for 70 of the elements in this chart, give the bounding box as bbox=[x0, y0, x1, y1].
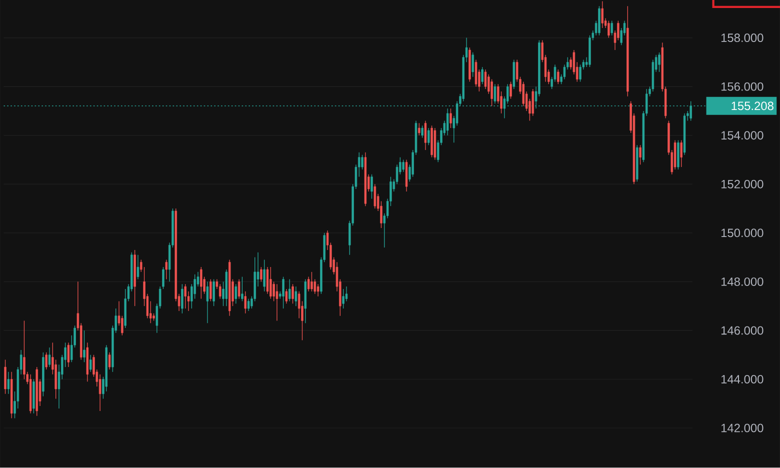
candlestick bbox=[532, 88, 534, 116]
y-tick-label: 158.000 bbox=[721, 34, 764, 42]
candlestick bbox=[165, 260, 168, 280]
candlestick bbox=[421, 125, 424, 138]
y-tick-label: 148.000 bbox=[721, 278, 764, 286]
candlestick bbox=[212, 279, 215, 307]
y-tick-label: 152.000 bbox=[721, 180, 764, 188]
candlestick bbox=[316, 284, 320, 297]
candlestick bbox=[241, 276, 244, 302]
candlestick bbox=[601, 0, 604, 28]
candlestick bbox=[494, 84, 496, 104]
candlestick bbox=[510, 81, 512, 100]
ref-line-label: 155.208 bbox=[732, 102, 774, 110]
candlestick bbox=[292, 284, 294, 304]
y-tick-label: 146.000 bbox=[721, 326, 764, 335]
candlestick bbox=[260, 266, 262, 282]
candlestick bbox=[7, 372, 10, 394]
candlestick bbox=[680, 140, 682, 168]
candlestick bbox=[522, 81, 525, 107]
candlestick bbox=[424, 120, 427, 150]
candlestick bbox=[310, 272, 313, 292]
y-tick-label: 144.000 bbox=[721, 375, 764, 384]
candlestick bbox=[89, 354, 92, 372]
candlestick bbox=[108, 352, 111, 370]
candlestick bbox=[608, 20, 610, 38]
candlestick bbox=[48, 347, 51, 368]
candlestick bbox=[563, 64, 566, 80]
y-tick-label: 154.000 bbox=[721, 131, 764, 140]
candlestick bbox=[67, 342, 70, 368]
y-tick-label: 150.000 bbox=[721, 228, 764, 238]
candlestick bbox=[428, 128, 430, 146]
candlestick bbox=[370, 174, 373, 200]
candlestick bbox=[342, 288, 344, 309]
candlestick bbox=[557, 69, 560, 85]
candlestick bbox=[136, 254, 140, 280]
candlestick bbox=[4, 360, 6, 394]
candlestick bbox=[446, 108, 449, 136]
candlestick bbox=[472, 52, 474, 78]
candlestick bbox=[450, 108, 452, 128]
candlestick bbox=[270, 266, 272, 300]
candlestick bbox=[288, 279, 291, 302]
candlestick bbox=[247, 298, 250, 312]
candlestick bbox=[263, 260, 266, 292]
candlestick bbox=[276, 284, 278, 322]
candlestick bbox=[206, 281, 209, 324]
candlestick bbox=[402, 160, 404, 172]
candlestick bbox=[658, 52, 660, 72]
candlestick bbox=[374, 184, 376, 209]
candlestick bbox=[234, 284, 238, 304]
candlestick bbox=[200, 266, 202, 300]
y-tick-label: 156.000 bbox=[721, 82, 764, 91]
candlestick bbox=[238, 279, 240, 300]
candlestick bbox=[481, 66, 484, 85]
candlestick bbox=[98, 374, 102, 412]
candlestick bbox=[285, 288, 288, 304]
candlestick bbox=[210, 279, 212, 302]
candlestick bbox=[361, 154, 364, 170]
candlestick bbox=[23, 320, 26, 380]
candlestick bbox=[45, 352, 48, 370]
candlestick bbox=[610, 20, 613, 36]
candlestick bbox=[244, 291, 246, 314]
candlestick bbox=[282, 276, 284, 309]
candlestick bbox=[184, 284, 186, 309]
y-tick-label: 142.000 bbox=[721, 424, 764, 432]
candlestick bbox=[294, 286, 298, 307]
candlestick bbox=[181, 284, 184, 314]
candlestick bbox=[418, 122, 420, 136]
candlestick bbox=[83, 330, 86, 363]
candlestick bbox=[474, 60, 478, 88]
candlestick bbox=[639, 144, 642, 166]
